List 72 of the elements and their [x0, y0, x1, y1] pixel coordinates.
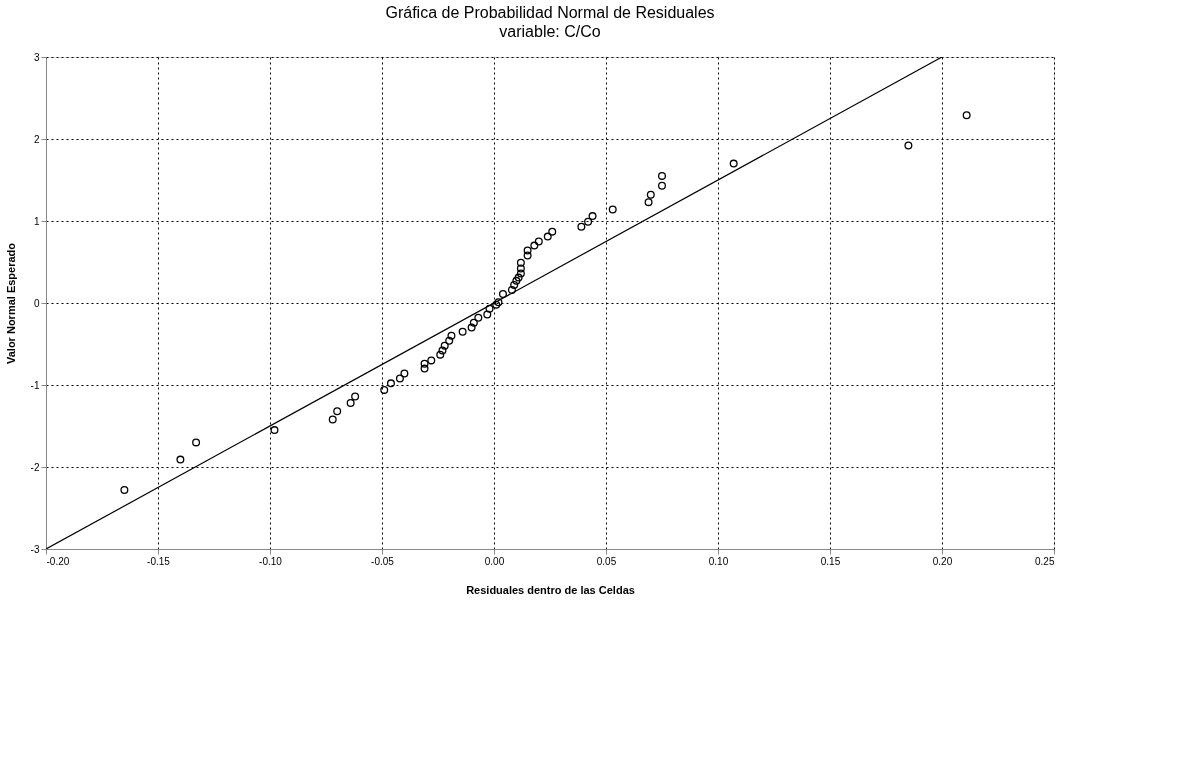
point: [516, 258, 525, 267]
x-tick-label: 0.25: [1035, 555, 1055, 567]
point: [420, 364, 429, 373]
point: [467, 323, 476, 332]
point: [548, 227, 557, 236]
point: [483, 310, 492, 319]
x-tick-label: 0.20: [932, 555, 953, 567]
y-tick-label: 1: [33, 215, 40, 227]
x-axis-title: Residuales dentro de las Celdas: [466, 583, 635, 596]
y-tick-label: 2: [33, 133, 40, 145]
point: [346, 399, 355, 408]
point: [729, 159, 738, 168]
chart-title: Gráfica de Probabilidad Normal de Residuales: [385, 4, 715, 21]
point: [380, 385, 389, 394]
point: [400, 369, 409, 378]
point: [333, 407, 342, 416]
point: [498, 289, 507, 298]
point: [386, 379, 395, 388]
point: [458, 327, 467, 336]
point: [120, 485, 129, 494]
point: [328, 415, 337, 424]
point: [577, 222, 586, 231]
point: [485, 304, 494, 313]
point: [523, 246, 532, 255]
point: [530, 241, 539, 250]
x-tick-label: -0.10: [259, 555, 283, 567]
point: [658, 171, 666, 180]
chart-subtitle: variable: C/Co: [499, 23, 601, 40]
point: [588, 212, 597, 221]
point: [474, 313, 483, 322]
point: [436, 350, 445, 359]
x-tick-label: 0.00: [484, 555, 505, 567]
point: [523, 251, 532, 260]
x-tick-label: -0.20: [46, 555, 70, 567]
point: [270, 426, 279, 435]
point: [445, 336, 454, 345]
point: [351, 392, 360, 401]
point: [516, 269, 525, 278]
point: [584, 217, 593, 226]
y-axis-title: Valor Normal Esperado: [4, 242, 17, 365]
point: [644, 198, 653, 207]
x-tick-label: 0.10: [708, 555, 729, 567]
y-tick-label: -1: [30, 379, 40, 391]
y-tick-label: -3: [30, 543, 40, 555]
point: [512, 276, 521, 285]
point: [447, 331, 456, 340]
point: [469, 318, 478, 327]
point: [427, 356, 436, 365]
point: [534, 237, 543, 246]
point: [904, 141, 913, 150]
point: [395, 374, 404, 383]
x-tick-label: 0.05: [596, 555, 617, 567]
point: [438, 346, 447, 355]
point: [658, 181, 666, 190]
y-tick-label: 0: [33, 297, 40, 309]
x-tick-label: -0.05: [371, 555, 395, 567]
point: [608, 205, 617, 214]
point: [507, 285, 516, 294]
point: [192, 438, 201, 447]
point: [646, 190, 655, 199]
point: [440, 341, 449, 350]
point: [516, 264, 525, 273]
point: [510, 280, 519, 289]
y-tick-label: 3: [33, 51, 40, 63]
point: [176, 455, 185, 464]
point: [514, 273, 523, 282]
point: [543, 232, 552, 241]
point: [962, 111, 971, 120]
x-tick-label: 0.15: [820, 555, 841, 567]
x-tick-label: -0.15: [147, 555, 171, 567]
point: [420, 359, 429, 368]
y-tick-label: -2: [30, 461, 40, 473]
